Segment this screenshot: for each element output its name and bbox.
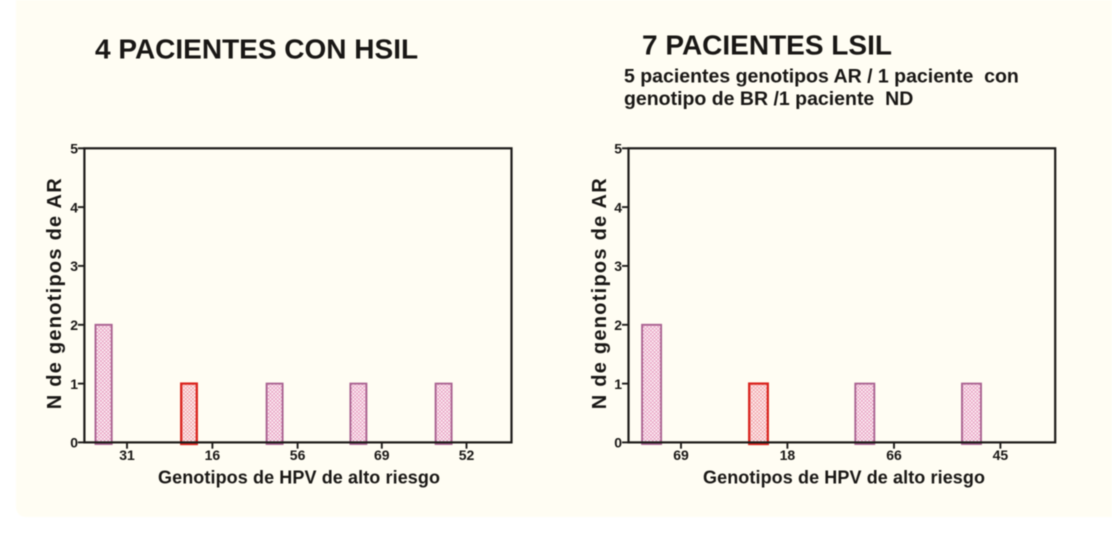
- svg-text:Genotipos de HPV de alto riesg: Genotipos de HPV de alto riesgo: [158, 468, 440, 488]
- svg-text:4: 4: [70, 199, 78, 215]
- svg-text:16: 16: [205, 447, 221, 463]
- svg-text:69: 69: [673, 447, 689, 463]
- svg-text:2: 2: [614, 317, 622, 333]
- svg-text:52: 52: [459, 447, 475, 463]
- svg-text:31: 31: [119, 447, 135, 463]
- svg-text:0: 0: [70, 435, 78, 451]
- svg-text:2: 2: [70, 317, 78, 333]
- svg-text:0: 0: [614, 435, 622, 451]
- svg-text:N de genotipos de AR: N de genotipos de AR: [44, 178, 66, 410]
- svg-text:18: 18: [780, 447, 796, 463]
- svg-text:1: 1: [70, 376, 78, 392]
- svg-text:4 PACIENTES CON HSIL: 4 PACIENTES CON HSIL: [95, 34, 418, 65]
- svg-text:69: 69: [374, 447, 390, 463]
- svg-text:45: 45: [993, 447, 1009, 463]
- svg-text:5 pacientes genotipos AR / 1 p: 5 pacientes genotipos AR / 1 paciente co…: [624, 65, 1019, 87]
- svg-text:5: 5: [614, 141, 622, 157]
- svg-text:N de genotipos de AR: N de genotipos de AR: [589, 178, 611, 410]
- svg-text:56: 56: [290, 447, 306, 463]
- svg-text:genotipo de BR /1 paciente ND: genotipo de BR /1 paciente ND: [624, 88, 913, 110]
- svg-text:66: 66: [886, 447, 902, 463]
- svg-text:3: 3: [614, 258, 622, 274]
- svg-text:4: 4: [614, 199, 622, 215]
- svg-text:Genotipos de HPV de alto riesg: Genotipos de HPV de alto riesgo: [703, 468, 985, 488]
- svg-text:3: 3: [70, 258, 78, 274]
- svg-text:5: 5: [70, 141, 78, 157]
- svg-text:7 PACIENTES LSIL: 7 PACIENTES LSIL: [642, 30, 892, 61]
- svg-text:1: 1: [614, 376, 622, 392]
